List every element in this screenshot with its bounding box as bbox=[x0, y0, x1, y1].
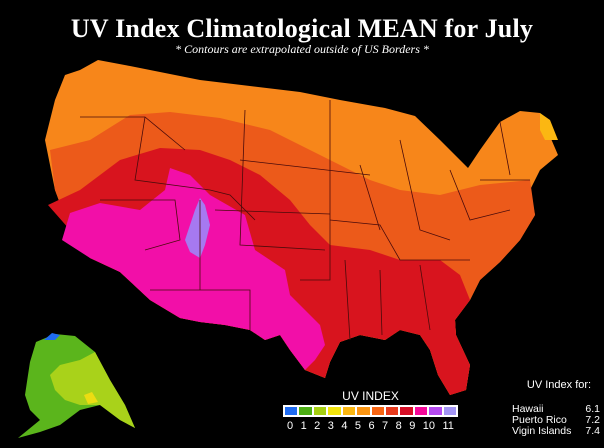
legend-tick: 7 bbox=[382, 420, 389, 432]
legend-swatch-11 bbox=[443, 407, 457, 415]
territory-name: Vigin Islands bbox=[512, 425, 572, 437]
legend-swatch-3 bbox=[328, 407, 341, 415]
legend-tick-labels: 0 1 2 3 4 5 6 7 8 9 10 11 bbox=[283, 420, 458, 432]
legend-tick: 0 bbox=[287, 420, 294, 432]
legend-swatch-7 bbox=[385, 407, 399, 415]
territory-name: Puerto Rico bbox=[512, 414, 567, 426]
legend-tick: 6 bbox=[368, 420, 375, 432]
legend-tick: 2 bbox=[314, 420, 321, 432]
territory-value: 7.2 bbox=[585, 414, 600, 426]
territory-row: Puerto Rico 7.2 bbox=[512, 415, 600, 426]
map-subtitle: * Contours are extrapolated outside of U… bbox=[175, 42, 429, 56]
legend-tick: 9 bbox=[409, 420, 416, 432]
legend-swatch-1 bbox=[299, 407, 312, 415]
legend-tick: 4 bbox=[341, 420, 348, 432]
legend-swatch-5 bbox=[357, 407, 370, 415]
map-title: UV Index Climatological MEAN for July bbox=[70, 14, 534, 43]
territory-uv-table: UV Index for: Hawaii 6.1 Puerto Rico 7.2… bbox=[512, 379, 600, 437]
contiguous-us bbox=[45, 60, 558, 395]
territory-row: Vigin Islands 7.4 bbox=[512, 426, 600, 437]
alaska-blue bbox=[44, 333, 60, 340]
legend-swatch-6 bbox=[371, 407, 384, 415]
territory-header: UV Index for: bbox=[526, 379, 592, 391]
territory-value: 6.1 bbox=[585, 403, 600, 415]
legend-tick: 1 bbox=[300, 420, 307, 432]
legend-tick: 8 bbox=[395, 420, 402, 432]
legend-tick: 11 bbox=[442, 420, 454, 432]
legend-tick: 3 bbox=[327, 420, 334, 432]
legend-swatch-2 bbox=[313, 407, 327, 415]
legend-swatch-10 bbox=[429, 407, 442, 415]
legend-tick: 10 bbox=[422, 420, 436, 432]
state-borders bbox=[80, 100, 530, 341]
colorado-peak-zone bbox=[185, 198, 210, 258]
legend-title: UV INDEX bbox=[342, 389, 399, 403]
legend-swatch-8 bbox=[400, 407, 413, 415]
territory-name: Hawaii bbox=[512, 403, 544, 415]
maine-peak-zone bbox=[540, 113, 558, 140]
territory-row: Hawaii 6.1 bbox=[512, 404, 600, 415]
uv-index-legend: UV INDEX 0 1 2 3 4 5 6 7 8 9 10 11 bbox=[283, 389, 458, 432]
legend-swatch-0 bbox=[285, 407, 298, 415]
legend-swatch-4 bbox=[342, 407, 356, 415]
legend-swatch-9 bbox=[414, 407, 428, 415]
alaska-light-green bbox=[50, 352, 135, 428]
legend-color-bar bbox=[283, 405, 458, 417]
legend-tick: 5 bbox=[354, 420, 362, 432]
territory-value: 7.4 bbox=[585, 425, 600, 437]
us-southwest-zone bbox=[62, 168, 325, 370]
alaska-yellow bbox=[84, 392, 98, 404]
alaska bbox=[18, 333, 135, 438]
